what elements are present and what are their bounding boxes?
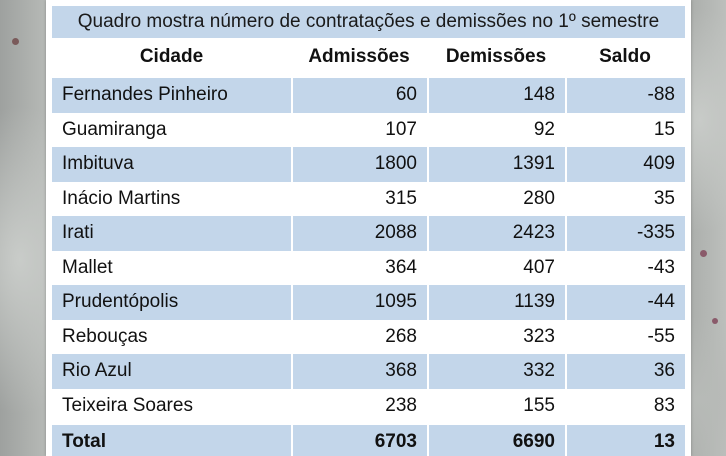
total-label: Total	[52, 423, 291, 456]
cell-city: Prudentópolis	[52, 285, 291, 320]
map-marker-dot	[712, 318, 718, 324]
cell-dismissals: 280	[427, 181, 565, 216]
cell-dismissals: 407	[427, 250, 565, 285]
table-caption: Quadro mostra número de contratações e d…	[52, 6, 685, 38]
cell-dismissals: 1139	[427, 285, 565, 320]
table-row: Guamiranga 107 92 15	[52, 112, 685, 147]
cell-balance: -88	[565, 78, 685, 113]
cell-balance: 15	[565, 112, 685, 147]
cell-balance: -335	[565, 216, 685, 251]
map-marker-dot	[12, 38, 19, 45]
cell-admissions: 2088	[291, 216, 427, 251]
table-row: Rio Azul 368 332 36	[52, 354, 685, 389]
cell-city: Fernandes Pinheiro	[52, 78, 291, 113]
cell-city: Mallet	[62, 256, 113, 278]
cell-balance: -43	[565, 250, 685, 285]
cell-balance: -44	[565, 285, 685, 320]
cell-admissions: 315	[291, 181, 427, 216]
cell-admissions: 268	[291, 319, 427, 354]
total-dismissals: 6690	[427, 423, 565, 456]
table-row: Prudentópolis 1095 1139 -44	[52, 285, 685, 320]
map-marker-dot	[700, 250, 707, 257]
cell-dismissals: 155	[427, 388, 565, 423]
cell-admissions: 107	[291, 112, 427, 147]
header-balance: Saldo	[565, 38, 685, 78]
cell-city: Rebouças	[62, 325, 148, 347]
total-admissions: 6703	[291, 423, 427, 456]
cell-city: Teixeira Soares	[62, 394, 193, 416]
cell-city: Rio Azul	[52, 354, 291, 389]
cell-admissions: 368	[291, 354, 427, 389]
cell-dismissals: 92	[427, 112, 565, 147]
cell-admissions: 1095	[291, 285, 427, 320]
header-admissions: Admissões	[291, 38, 427, 78]
table-row: Teixeira Soares 238 155 83	[52, 388, 685, 423]
header-dismissals: Demissões	[427, 38, 565, 78]
cell-dismissals: 1391	[427, 147, 565, 182]
cell-dismissals: 148	[427, 78, 565, 113]
table-row: Rebouças 268 323 -55	[52, 319, 685, 354]
table-row: Mallet 364 407 -43	[52, 250, 685, 285]
cell-city: Inácio Martins	[62, 187, 181, 209]
cell-balance: 409	[565, 147, 685, 182]
cell-admissions: 238	[291, 388, 427, 423]
header-row: Cidade Admissões Demissões Saldo	[52, 38, 685, 78]
hiring-dismissals-table: Cidade Admissões Demissões Saldo Fernand…	[52, 38, 685, 456]
cell-city: Guamiranga	[62, 118, 167, 140]
cell-admissions: 60	[291, 78, 427, 113]
table-row: Irati 2088 2423 -335	[52, 216, 685, 251]
cell-city: Imbituva	[52, 147, 291, 182]
cell-dismissals: 323	[427, 319, 565, 354]
table-row: Imbituva 1800 1391 409	[52, 147, 685, 182]
data-table-card: Quadro mostra número de contratações e d…	[46, 0, 691, 456]
cell-dismissals: 332	[427, 354, 565, 389]
cell-balance: 35	[565, 181, 685, 216]
cell-balance: 36	[565, 354, 685, 389]
total-row: Total 6703 6690 13	[52, 423, 685, 456]
table-row: Inácio Martins 315 280 35	[52, 181, 685, 216]
cell-admissions: 364	[291, 250, 427, 285]
cell-balance: 83	[565, 388, 685, 423]
table-row: Fernandes Pinheiro 60 148 -88	[52, 78, 685, 113]
header-city: Cidade	[52, 38, 291, 78]
cell-dismissals: 2423	[427, 216, 565, 251]
cell-admissions: 1800	[291, 147, 427, 182]
cell-balance: -55	[565, 319, 685, 354]
total-balance: 13	[565, 423, 685, 456]
cell-city: Irati	[52, 216, 291, 251]
